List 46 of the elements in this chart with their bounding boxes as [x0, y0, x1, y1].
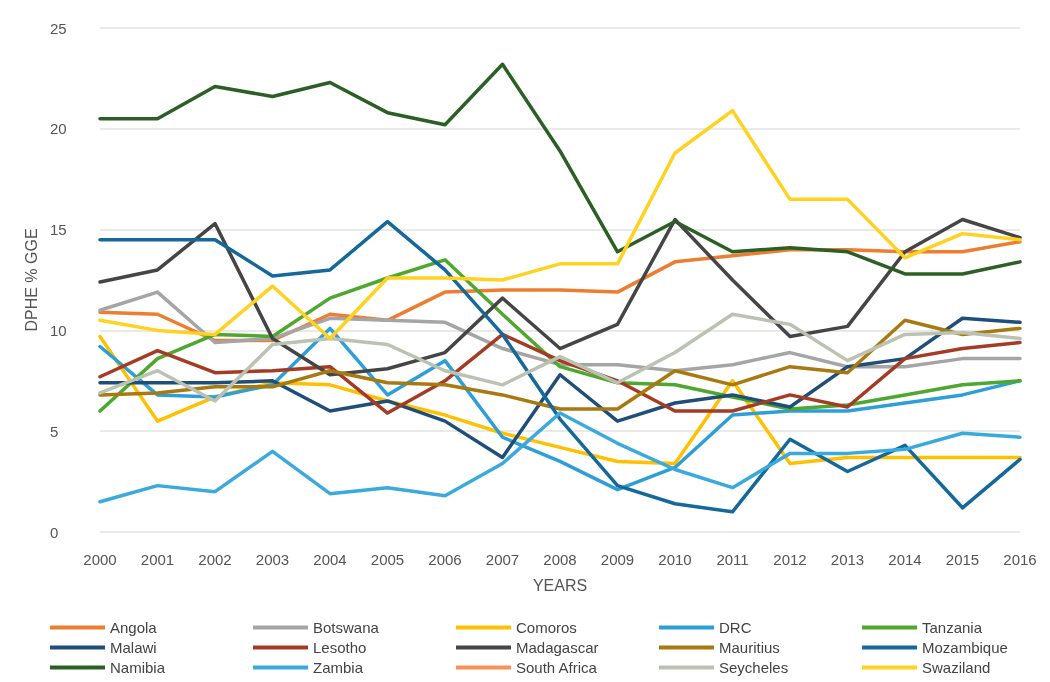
x-tick-label: 2011: [716, 551, 749, 568]
legend-label: Botswana: [313, 619, 380, 636]
x-tick-label: 2006: [428, 551, 462, 568]
x-tick-label: 2008: [543, 551, 577, 568]
legend-label: Angola: [110, 619, 158, 636]
x-tick-label: 2014: [888, 551, 922, 568]
line-series: [98, 219, 1022, 514]
legend-label: Mozambique: [922, 639, 1008, 656]
x-tick-label: 2000: [83, 551, 117, 568]
x-tick-label: 2004: [313, 551, 347, 568]
y-tick-label: 5: [50, 422, 59, 440]
x-tick-label: 2010: [658, 551, 692, 568]
line-series: [98, 332, 1022, 415]
legend-label: Comoros: [516, 619, 577, 636]
x-tick-label: 2003: [255, 551, 290, 568]
x-tick-label: 2013: [830, 551, 865, 568]
legend-label: Tanzania: [922, 619, 983, 636]
legend-label: South Africa: [516, 659, 598, 676]
legend-label: Namibia: [110, 659, 166, 676]
y-tick-label: 20: [50, 120, 67, 138]
line-series: [98, 108, 1022, 341]
legend-label: DRC: [719, 619, 752, 636]
legend-label: Zambia: [313, 659, 364, 676]
y-tick-label: 10: [50, 321, 67, 339]
x-tick-label: 2009: [600, 551, 635, 568]
legend-label: Seycheles: [719, 659, 789, 676]
x-tick-label: 2016: [1003, 551, 1037, 568]
legend-label: Malawi: [110, 639, 157, 656]
x-tick-label: 2007: [485, 551, 520, 568]
x-tick-label: 2001: [140, 551, 175, 568]
y-tick-label: 15: [50, 221, 67, 239]
legend-label: Madagascar: [516, 639, 599, 656]
x-tick-label: 2015: [945, 551, 980, 568]
line-series: [98, 62, 1022, 276]
x-tick-label: 2005: [370, 551, 405, 568]
line-series: [98, 316, 1022, 460]
x-axis-title: YEARS: [532, 576, 588, 594]
legend-label: Mauritius: [719, 639, 780, 656]
legend-label: Swaziland: [922, 659, 991, 676]
x-tick-label: 2012: [773, 551, 807, 568]
legend-label: Lesotho: [313, 639, 367, 656]
x-tick-label: 2002: [198, 551, 232, 568]
y-tick-label: 25: [50, 19, 67, 37]
line-series: [98, 217, 1022, 377]
y-axis-title: DPHE % GGE: [22, 228, 40, 332]
y-tick-label: 0: [50, 523, 59, 541]
